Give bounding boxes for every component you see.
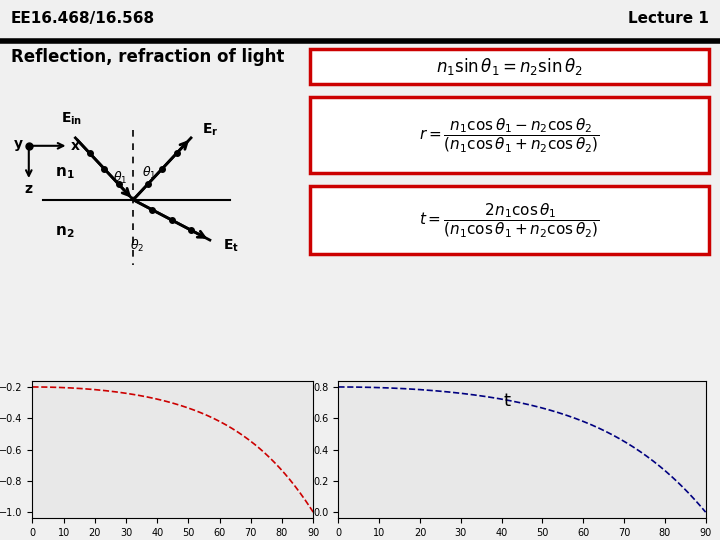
Text: Lecture 1: Lecture 1 — [629, 11, 709, 26]
Text: t: t — [504, 393, 510, 410]
Text: Reflection, refraction of light: Reflection, refraction of light — [11, 48, 284, 66]
Text: $\mathbf{n_2}$: $\mathbf{n_2}$ — [55, 224, 75, 240]
Text: $\mathbf{y}$: $\mathbf{y}$ — [13, 138, 23, 153]
Text: EE16.468/16.568: EE16.468/16.568 — [11, 11, 155, 26]
Text: $\mathbf{n_1}$: $\mathbf{n_1}$ — [55, 165, 75, 181]
Bar — [310, 97, 709, 173]
Bar — [310, 49, 709, 84]
Text: $\mathbf{E_r}$: $\mathbf{E_r}$ — [202, 122, 218, 138]
Text: $r = \dfrac{n_1\cos\theta_1 - n_2\cos\theta_2}{(n_1\cos\theta_1 + n_2\cos\theta_: $r = \dfrac{n_1\cos\theta_1 - n_2\cos\th… — [419, 116, 600, 154]
Text: $\mathbf{x}$: $\mathbf{x}$ — [71, 139, 81, 153]
Text: $\mathbf{E_t}$: $\mathbf{E_t}$ — [222, 237, 239, 254]
Text: $\mathbf{E_{in}}$: $\mathbf{E_{in}}$ — [61, 111, 82, 127]
Bar — [310, 186, 709, 254]
Text: $\theta_1$: $\theta_1$ — [113, 170, 127, 186]
Text: $n_1 \sin\theta_1 = n_2 \sin\theta_2$: $n_1 \sin\theta_1 = n_2 \sin\theta_2$ — [436, 56, 582, 77]
Text: $\theta_1$: $\theta_1$ — [142, 165, 156, 181]
Text: $t = \dfrac{2n_1\cos\theta_1}{(n_1\cos\theta_1 + n_2\cos\theta_2)}$: $t = \dfrac{2n_1\cos\theta_1}{(n_1\cos\t… — [419, 201, 600, 239]
Text: $\theta_2$: $\theta_2$ — [130, 238, 144, 254]
Text: $\mathbf{z}$: $\mathbf{z}$ — [24, 182, 34, 196]
